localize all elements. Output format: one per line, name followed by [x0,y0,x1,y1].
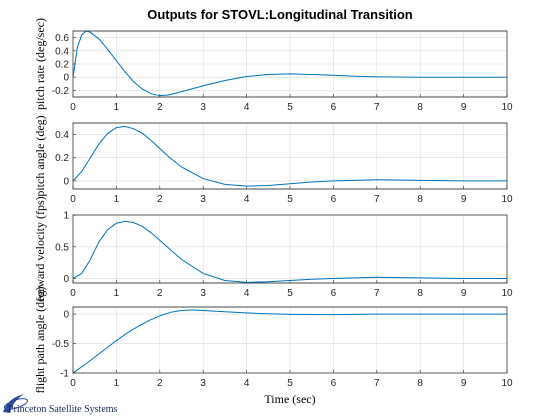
subplot-1-xtick-label-2: 2 [157,102,163,113]
subplot-4-xtick-label-0: 0 [70,378,76,389]
subplot-4-xtick-label-5: 5 [287,378,293,389]
subplot-3-xtick-label-4: 4 [244,288,250,299]
subplot-4-xtick-label-7: 7 [374,378,380,389]
subplot-3-ytick-label-1: 0.5 [55,242,69,253]
subplot-2-ytick-label-2: 0.4 [55,130,69,141]
subplot-4-xtick-label-9: 9 [461,378,467,389]
brand-orbit-icon [4,398,28,410]
subplot-4-ytick-label-2: 0 [63,310,69,321]
subplot-1-xtick-label-1: 1 [114,102,120,113]
subplot-2-xtick-label-9: 9 [461,194,467,205]
subplot-1-ytick-label-3: 0.4 [55,46,69,57]
x-axis-label: Time (sec) [264,392,315,406]
subplot-3-xtick-label-7: 7 [374,288,380,299]
subplot-3-xtick-label-6: 6 [331,288,337,299]
subplot-4-axes-frame [72,306,508,374]
subplot-2-xtick-label-3: 3 [200,194,206,205]
subplot-4-ytick-label-1: -0.5 [52,339,70,350]
subplot-1-xtick-label-9: 9 [461,102,467,113]
subplot-3-xtick-label-0: 0 [70,288,76,299]
subplot-2-xtick-label-8: 8 [417,194,423,205]
subplot-3-xtick-label-2: 2 [157,288,163,299]
subplot-4-ytick-label-0: -1 [60,369,69,380]
subplot-1-xtick-label-6: 6 [331,102,337,113]
subplot-1-ytick-label-4: 0.6 [55,33,69,44]
subplot-4-xtick-label-10: 10 [501,378,513,389]
subplot-1-axes-frame [72,30,508,98]
subplot-1-xtick-label-0: 0 [70,102,76,113]
subplot-2-xtick-label-4: 4 [244,194,250,205]
subplot-2-xtick-label-10: 10 [501,194,513,205]
chart-title: Outputs for STOVL:Longitudinal Transitio… [147,7,413,22]
subplot-3-xtick-label-10: 10 [501,288,513,299]
subplot-3-series-line [72,220,507,283]
subplot-4-xtick-label-8: 8 [417,378,423,389]
subplot-4-series-line [72,309,507,374]
subplot-1-ytick-label-0: -0.2 [52,86,70,97]
subplot-2-xtick-label-7: 7 [374,194,380,205]
subplot-1-ytick-label-2: 0.2 [55,60,69,71]
subplot-3-xtick-label-5: 5 [287,288,293,299]
subplot-2-xtick-label-0: 0 [70,194,76,205]
subplot-1-xtick-label-5: 5 [287,102,293,113]
subplot-2-xtick-label-1: 1 [114,194,120,205]
subplot-3-xtick-label-8: 8 [417,288,423,299]
subplot-1-series-line [72,30,507,97]
subplot-2-ytick-label-0: 0 [63,176,69,187]
subplot-1-xtick-label-3: 3 [200,102,206,113]
subplot-4-y-axis-label: flight path angle (deg) [33,287,47,394]
subplot-4-xtick-label-6: 6 [331,378,337,389]
subplot-3-axes-frame [72,214,508,284]
subplot-3-ytick-label-2: 1 [63,211,69,222]
subplot-2-y-axis-label: pitch angle (deg) [33,115,47,196]
subplot-2-xtick-label-2: 2 [157,194,163,205]
subplot-2-axes-frame [72,122,508,190]
subplot-2: 0 1 2 3 4 5 6 7 8 9 10 0 0.2 0.4 pitch angle (deg) [33,115,513,205]
subplot-4-xtick-label-1: 1 [114,378,120,389]
brand-swoosh-icon [3,394,24,413]
subplot-2-ytick-label-1: 0.2 [55,153,69,164]
brand-logo: Princeton Satellite Systems [3,394,118,415]
subplot-2-xtick-label-5: 5 [287,194,293,205]
subplot-1-xtick-label-7: 7 [374,102,380,113]
subplot-1-xtick-label-8: 8 [417,102,423,113]
subplot-1-y-axis-label: pitch rate (deg/sec) [33,18,47,110]
subplot-4-xtick-label-2: 2 [157,378,163,389]
subplot-3-xtick-label-1: 1 [114,288,120,299]
subplot-1-xtick-label-4: 4 [244,102,250,113]
subplot-1-ytick-label-1: 0 [63,73,69,84]
subplot-2-xtick-label-6: 6 [331,194,337,205]
subplot-4-xtick-label-3: 3 [200,378,206,389]
subplot-3-y-axis-label: forward velocity (fps) [33,196,47,301]
subplot-3-xtick-label-3: 3 [200,288,206,299]
subplot-1-xtick-label-10: 10 [501,102,513,113]
subplot-3-ytick-label-0: 0 [63,274,69,285]
subplot-2-series-line [72,125,507,187]
subplot-3-xtick-label-9: 9 [461,288,467,299]
subplot-4-xtick-label-4: 4 [244,378,250,389]
brand-name: Princeton Satellite Systems [8,404,118,415]
